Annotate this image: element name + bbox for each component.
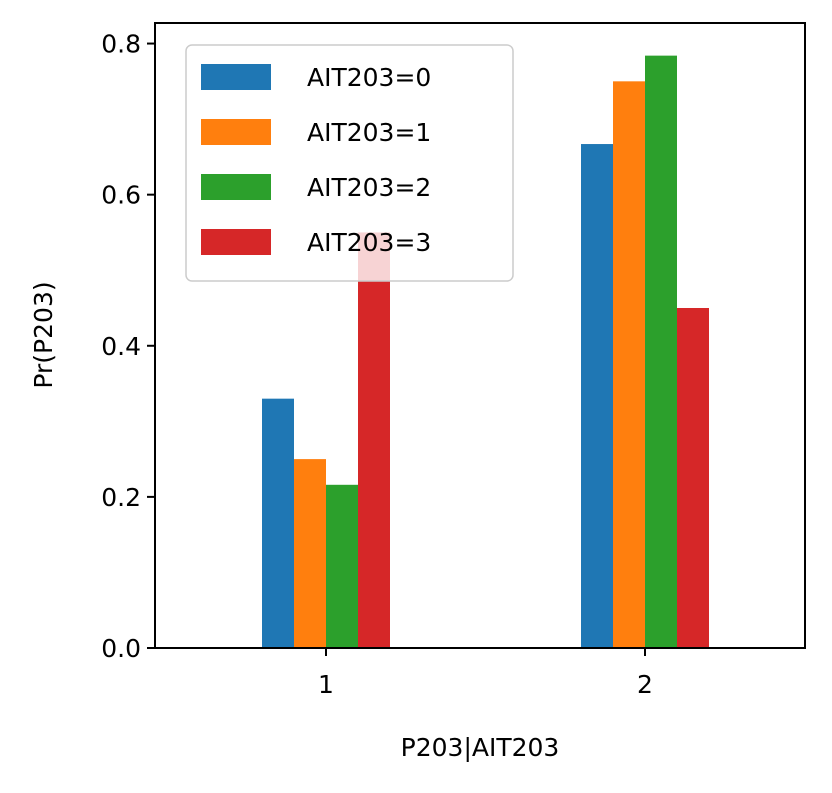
legend-label: AIT203=2	[307, 173, 431, 202]
bar-ait203-0-cat-1	[262, 398, 294, 648]
x-axis-label: P203|AIT203	[401, 733, 560, 762]
bar-ait203-3-cat-1	[358, 232, 390, 649]
bar-ait203-1-cat-2	[613, 81, 645, 649]
legend: AIT203=0 AIT203=1 AIT203=2 AIT203=3	[185, 44, 514, 282]
y-tick-label: 0.4	[101, 332, 141, 361]
y-tick-label: 0.2	[101, 483, 141, 512]
legend-swatch	[201, 229, 271, 255]
bar-ait203-2-cat-1	[326, 484, 358, 648]
bar-ait203-1-cat-1	[294, 459, 326, 648]
y-ticks: 0.0 0.2 0.4 0.6 0.8	[101, 30, 155, 663]
bar-ait203-2-cat-2	[645, 55, 677, 648]
legend-label: AIT203=3	[307, 228, 431, 257]
legend-swatch	[201, 64, 271, 90]
y-tick-label: 0.6	[101, 181, 141, 210]
x-tick-label: 2	[637, 670, 653, 699]
legend-box	[185, 44, 514, 282]
x-tick-label: 1	[318, 670, 334, 699]
legend-swatch	[201, 119, 271, 145]
bars-group	[262, 55, 709, 649]
legend-label: AIT203=1	[307, 118, 431, 147]
y-axis-label: Pr(P203)	[29, 281, 58, 388]
y-tick-label: 0.8	[101, 30, 141, 59]
y-tick-label: 0.0	[101, 634, 141, 663]
bar-ait203-3-cat-2	[677, 307, 709, 648]
bar-ait203-0-cat-2	[581, 144, 613, 648]
legend-items: AIT203=0 AIT203=1 AIT203=2 AIT203=3	[201, 63, 431, 257]
legend-label: AIT203=0	[307, 63, 431, 92]
axes-frame	[154, 22, 806, 649]
legend-swatch	[201, 174, 271, 200]
